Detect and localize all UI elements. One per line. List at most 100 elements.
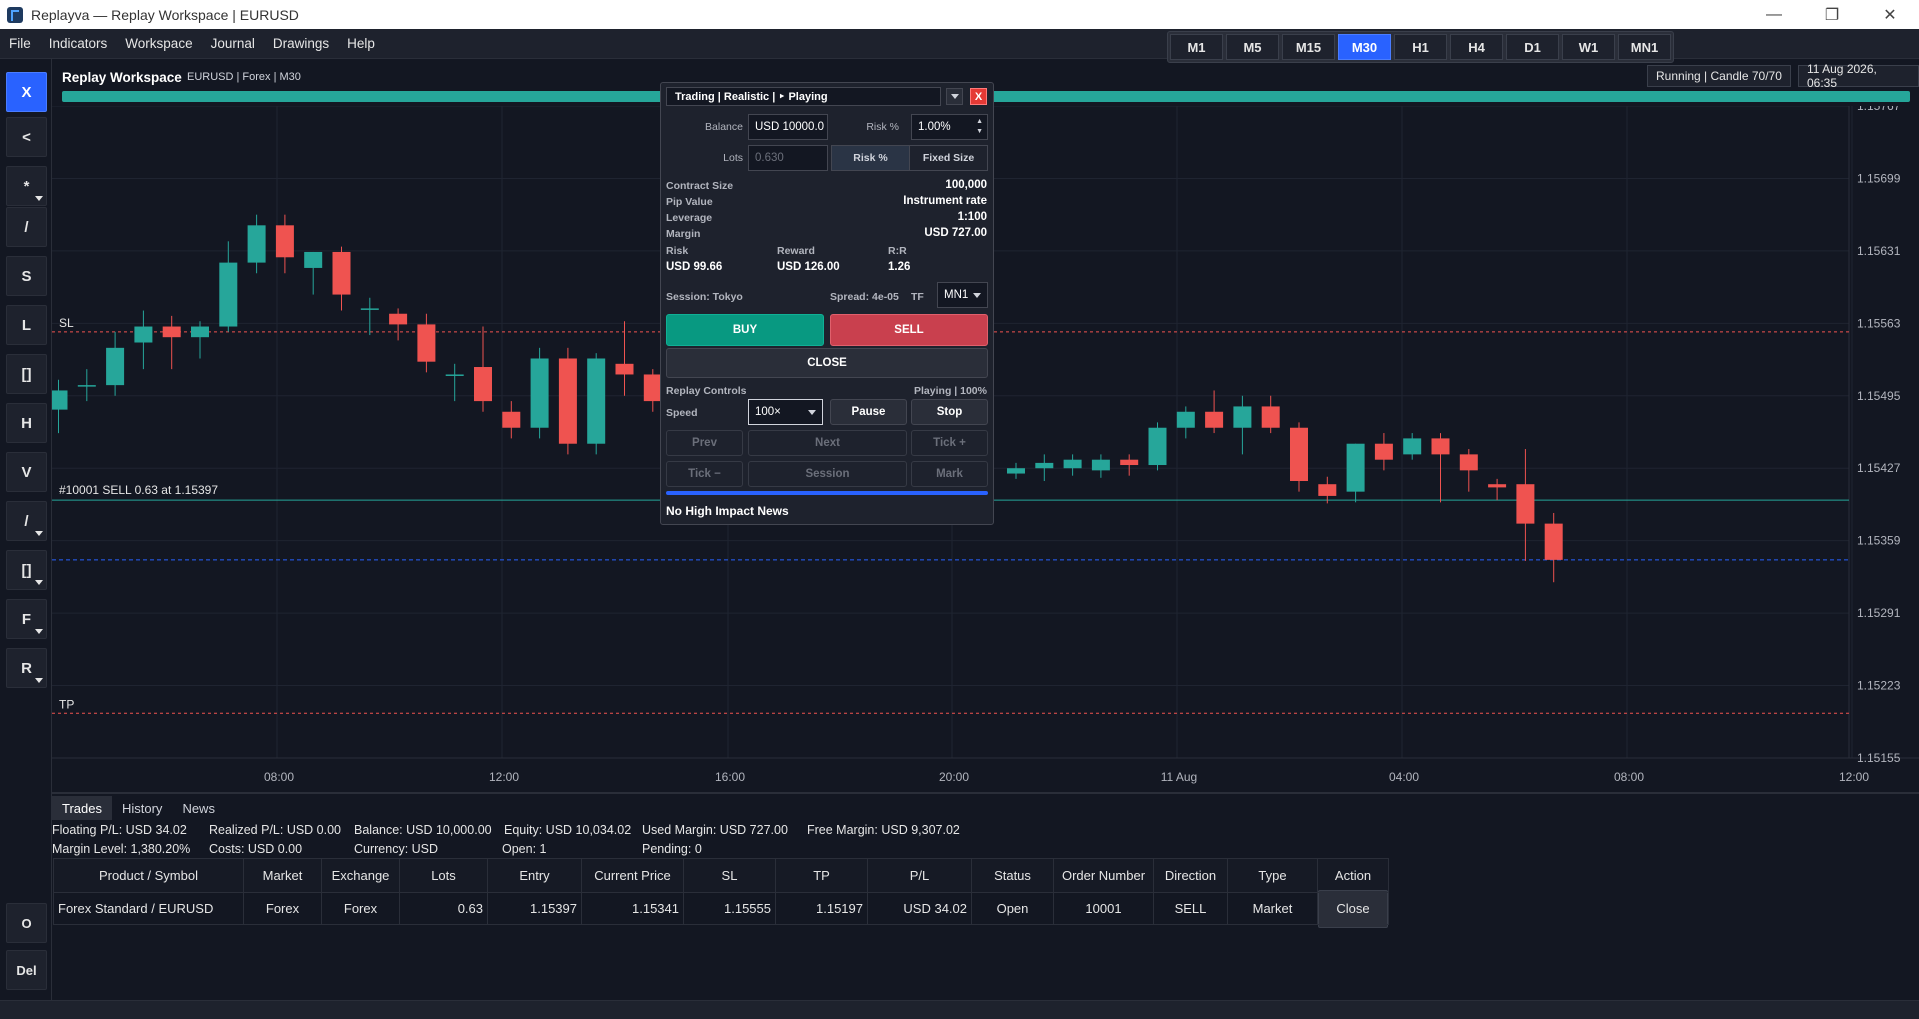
objects-button[interactable]: O	[6, 903, 47, 943]
sell-button[interactable]: SELL	[830, 314, 988, 346]
buy-button[interactable]: BUY	[666, 314, 824, 346]
replay-speed-bar[interactable]	[666, 491, 988, 495]
time-tick-label: 16:00	[715, 770, 745, 784]
tool-button-6[interactable]: L	[6, 305, 47, 345]
tool-button-5[interactable]: S	[6, 256, 47, 296]
column-header[interactable]: P/L	[867, 858, 972, 893]
tick-plus-button[interactable]: Tick +	[911, 430, 988, 456]
timeframe-m15[interactable]: M15	[1282, 34, 1335, 60]
reward-value: USD 126.00	[777, 261, 840, 273]
tf-select[interactable]: MN1	[937, 282, 988, 308]
column-header[interactable]: Exchange	[321, 858, 400, 893]
column-header[interactable]: TP	[775, 858, 868, 893]
tf-select-value: MN1	[944, 289, 969, 301]
candle-body	[1063, 459, 1082, 469]
workspace-title: Replay Workspace	[62, 70, 182, 85]
speed-select[interactable]: 100×	[748, 399, 823, 425]
tab-trades[interactable]: Trades	[52, 796, 112, 820]
tool-button-13[interactable]: R	[6, 648, 47, 688]
trade-panel-header[interactable]: Trading | Realistic | ‣ Playing	[666, 87, 941, 106]
timeframe-m30[interactable]: M30	[1338, 34, 1391, 60]
timeframe-m5[interactable]: M5	[1226, 34, 1279, 60]
price-tick-label: 1.15495	[1857, 389, 1901, 403]
candle-body	[1374, 443, 1393, 460]
tool-button-4[interactable]: /	[6, 207, 47, 247]
tool-button-10[interactable]: /	[6, 501, 47, 541]
timeframe-h1[interactable]: H1	[1394, 34, 1447, 60]
column-header[interactable]: Product / Symbol	[53, 858, 244, 893]
tool-button-1[interactable]: X	[6, 72, 47, 112]
lots-field[interactable]: 0.630	[748, 145, 828, 171]
stepper-icon[interactable]: ▲ ▼	[976, 118, 983, 135]
menu-drawings[interactable]: Drawings	[272, 36, 330, 51]
tool-button-12[interactable]: F	[6, 599, 47, 639]
balance-field[interactable]: USD 10000.0	[748, 114, 828, 140]
tick-minus-button[interactable]: Tick −	[666, 461, 743, 487]
table-row[interactable]: Forex Standard / EURUSD Forex Forex 0.63 1.1…	[53, 889, 1389, 928]
candle-body	[1120, 459, 1139, 466]
close-window-icon[interactable]: ✕	[1883, 6, 1897, 24]
speed-label: Speed	[666, 407, 698, 419]
stop-button[interactable]: Stop	[911, 399, 988, 425]
risk-percent-field[interactable]: 1.00% ▲ ▼	[911, 114, 988, 140]
time-tick-label: 04:00	[1389, 770, 1419, 784]
column-header[interactable]: Direction	[1153, 858, 1228, 893]
account-stat: Realized P/L: USD 0.00	[209, 823, 342, 837]
tool-label: <	[22, 128, 31, 146]
column-header[interactable]: Status	[971, 858, 1054, 893]
fixed-size-toggle[interactable]: Fixed Size	[909, 145, 988, 171]
tool-button-9[interactable]: V	[6, 452, 47, 492]
column-header[interactable]: Action	[1317, 858, 1389, 893]
margin-label: Margin	[666, 228, 701, 240]
risk-mode-toggle[interactable]: Risk %	[831, 145, 910, 171]
candle-body	[219, 262, 238, 327]
menu-indicators[interactable]: Indicators	[48, 36, 108, 51]
candle-body	[1544, 523, 1563, 560]
panel-close-button[interactable]: X	[970, 88, 987, 105]
replay-status-badge: Running | Candle 70/70	[1647, 65, 1791, 87]
tool-button-2[interactable]: <	[6, 117, 47, 157]
column-header[interactable]: Lots	[399, 858, 488, 893]
maximize-icon[interactable]: ❐	[1824, 6, 1840, 24]
price-tick-label: 1.15359	[1857, 534, 1901, 548]
column-header[interactable]: Current Price	[581, 858, 684, 893]
minimize-icon[interactable]: —	[1766, 5, 1782, 23]
menu-journal[interactable]: Journal	[210, 36, 255, 51]
tool-button-3[interactable]: *	[6, 166, 47, 206]
next-button[interactable]: Next	[748, 430, 907, 456]
timeframe-h4[interactable]: H4	[1450, 34, 1503, 60]
prev-button[interactable]: Prev	[666, 430, 743, 456]
close-trade-button[interactable]: Close	[1318, 889, 1388, 928]
tab-history[interactable]: History	[121, 800, 163, 816]
chevron-down-icon	[35, 678, 43, 683]
column-header[interactable]: Entry	[487, 858, 582, 893]
session-button[interactable]: Session	[748, 461, 907, 487]
timeframe-mn1[interactable]: MN1	[1618, 34, 1671, 60]
tool-button-8[interactable]: H	[6, 403, 47, 443]
tool-button-11[interactable]: []	[6, 550, 47, 590]
rr-value: 1.26	[888, 261, 911, 273]
timeframe-w1[interactable]: W1	[1562, 34, 1615, 60]
delete-button[interactable]: Del	[6, 950, 47, 990]
mark-button[interactable]: Mark	[911, 461, 988, 487]
pause-button[interactable]: Pause	[830, 399, 907, 425]
menu-file[interactable]: File	[9, 36, 31, 51]
timeframe-d1[interactable]: D1	[1506, 34, 1559, 60]
tool-button-7[interactable]: []	[6, 354, 47, 394]
column-header[interactable]: Order Number	[1053, 858, 1154, 893]
spread-label: Spread: 4e-05	[830, 291, 899, 303]
time-tick-label: 12:00	[489, 770, 519, 784]
contract-size-value: 100,000	[945, 179, 987, 191]
rr-title: R:R	[888, 245, 907, 257]
column-header[interactable]: Market	[243, 858, 322, 893]
panel-menu-button[interactable]	[946, 88, 963, 105]
column-header[interactable]: Type	[1227, 858, 1318, 893]
tab-news[interactable]: News	[182, 800, 215, 816]
column-header[interactable]: SL	[683, 858, 776, 893]
timeframe-m1[interactable]: M1	[1170, 34, 1223, 60]
workspace-subtitle: EURUSD | Forex | M30	[187, 71, 301, 83]
candle-body	[1007, 468, 1025, 474]
menu-help[interactable]: Help	[347, 36, 375, 51]
close-position-button[interactable]: CLOSE	[666, 348, 988, 378]
menu-workspace[interactable]: Workspace	[125, 36, 193, 51]
